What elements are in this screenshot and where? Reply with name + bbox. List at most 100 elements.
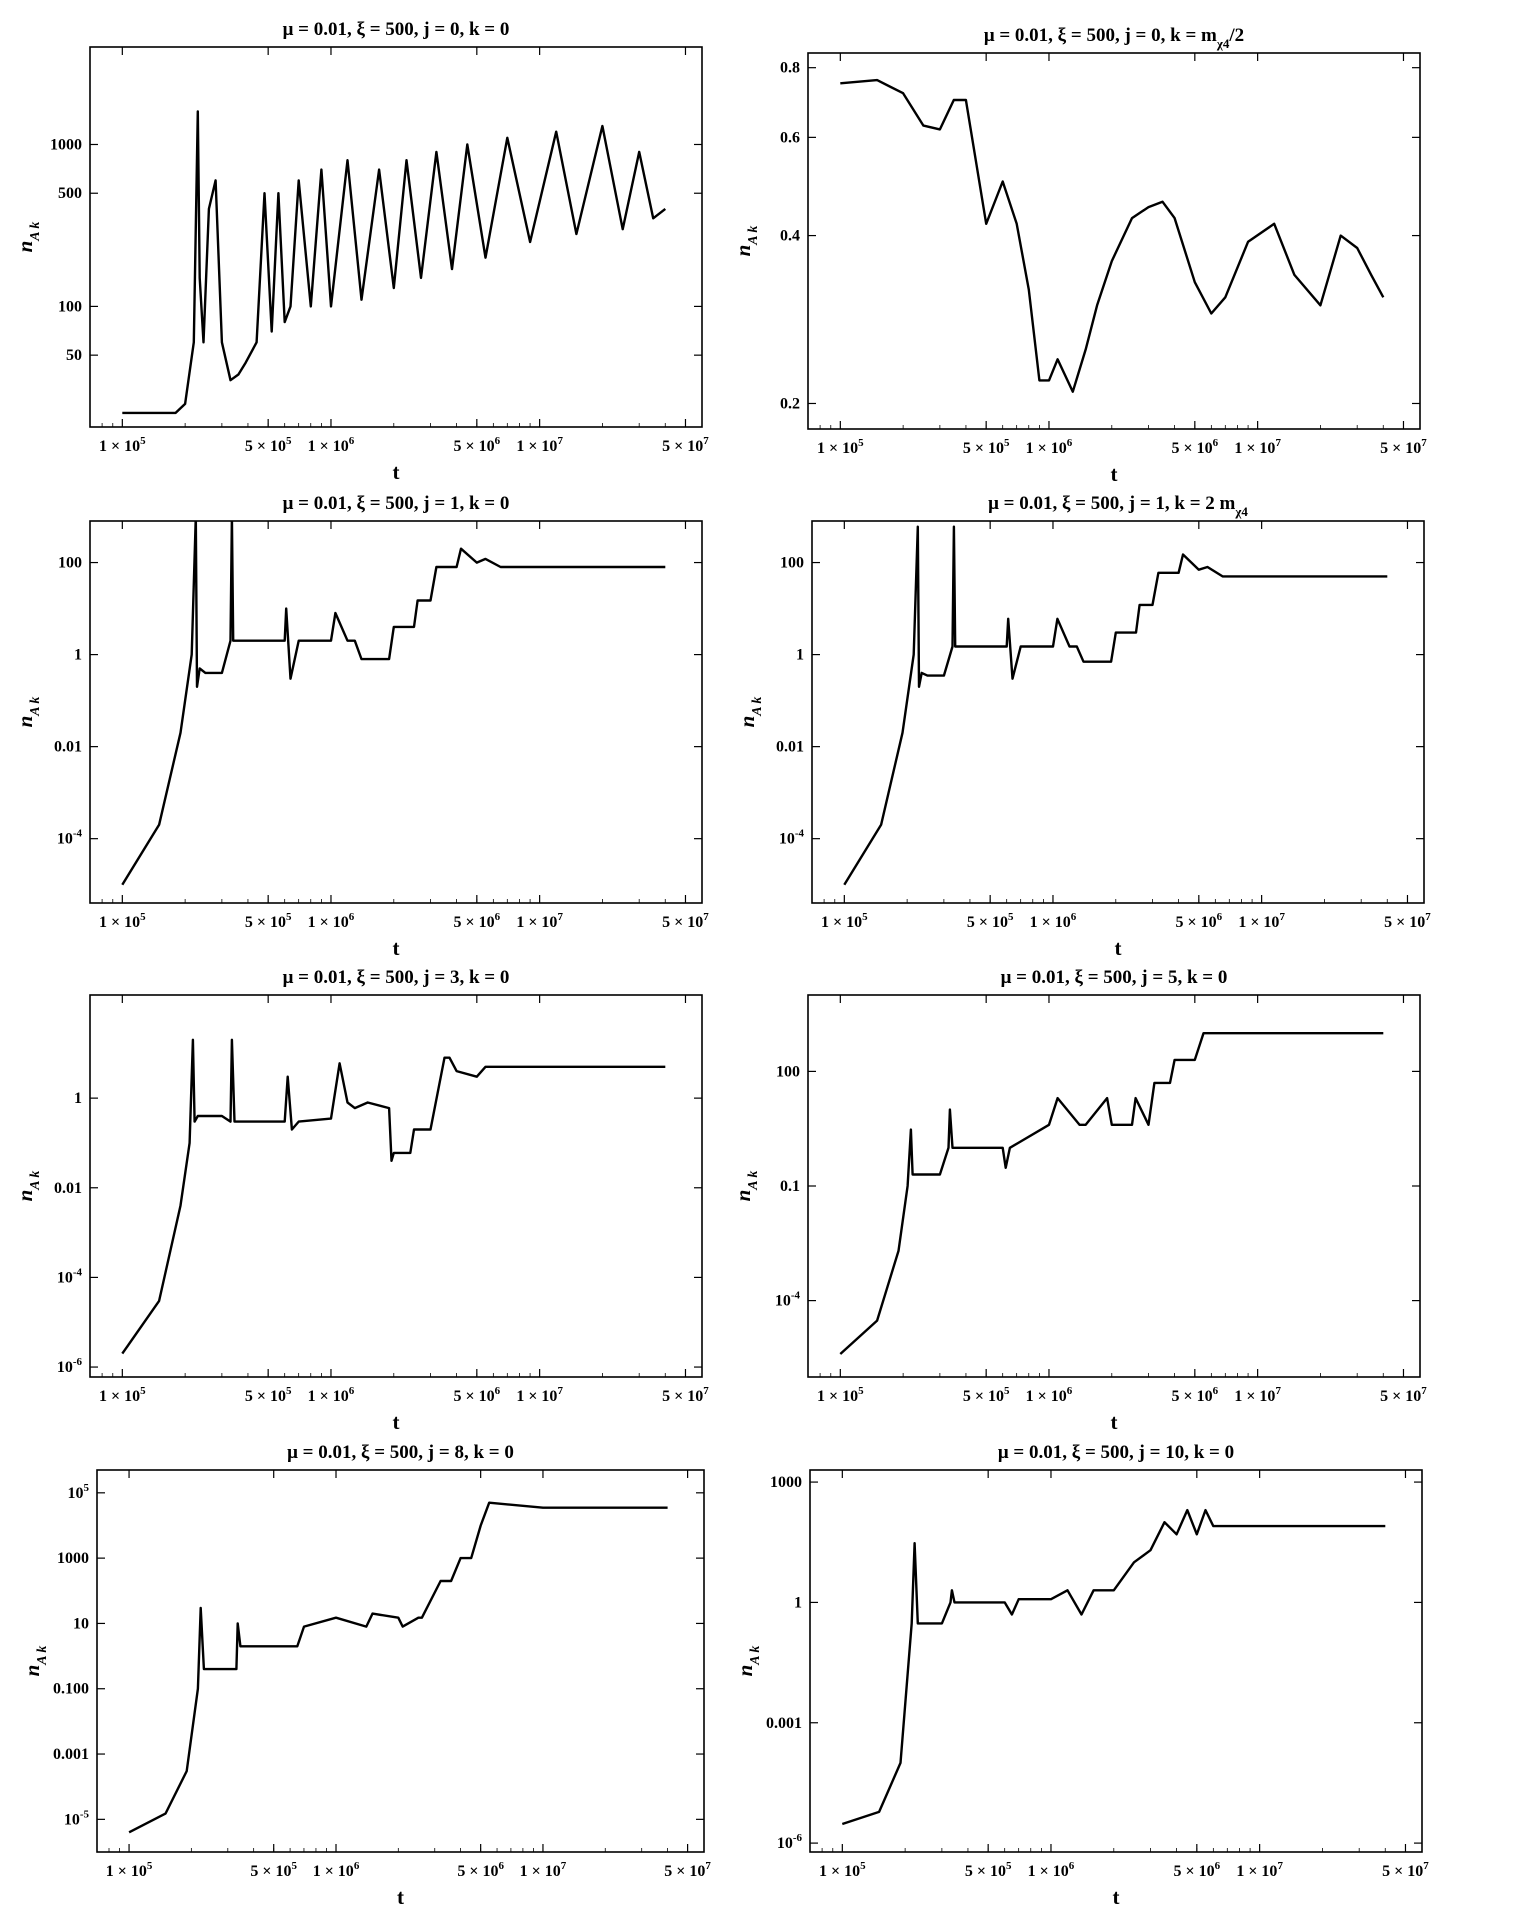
series-line-1 <box>128 1501 668 1834</box>
x-tick-label: 5 × 105​ <box>965 1860 1012 1880</box>
series-line-1 <box>843 525 1388 886</box>
y-tick-label: 100 <box>58 555 82 572</box>
y-tick-label: 1000 <box>50 136 82 153</box>
y-tick-label: 100 <box>776 1063 800 1080</box>
x-tick-label: 1 × 105​ <box>99 911 146 931</box>
x-tick-label: 1 × 107​ <box>1234 1385 1281 1405</box>
y-axis-label: nA k​ <box>20 1646 50 1677</box>
x-tick-label: 1 × 105​ <box>817 437 864 457</box>
y-tick-label: 0.001 <box>766 1715 802 1732</box>
x-tick-label: 5 × 105​ <box>250 1860 297 1880</box>
x-tick-label: 5 × 105​ <box>967 911 1014 931</box>
y-tick-label: 1 <box>74 647 82 664</box>
plot-frame <box>96 1469 705 1853</box>
chart-title: μ = 0.01, ξ = 500, j = 1, k = 0 <box>283 493 510 514</box>
y-tick-label: 0.001 <box>53 1746 89 1763</box>
x-tick-label: 1 × 106​ <box>313 1860 360 1880</box>
x-tick-label: 1 × 106​ <box>1030 911 1077 931</box>
plot-frame <box>89 520 703 904</box>
x-tick-label: 5 × 105​ <box>245 1385 292 1405</box>
x-tick-label: 5 × 106​ <box>457 1860 504 1880</box>
x-tick-label: 1 × 107​ <box>516 1385 563 1405</box>
panel-2: μ = 0.01, ξ = 500, j = 0, k = mχ4​/2 1 × … <box>731 25 1427 486</box>
panel-6: μ = 0.01, ξ = 500, j = 5, k = 0 1 × 105​ 5… <box>731 967 1427 1434</box>
y-tick-label: 0.6 <box>780 129 800 146</box>
y-tick-label: 500 <box>58 185 82 202</box>
x-tick-label: 1 × 106​ <box>1026 437 1073 457</box>
x-axis-label: t <box>393 1410 400 1434</box>
x-axis-label: t <box>1111 462 1118 486</box>
y-tick-label: 10-4​ <box>57 1266 83 1286</box>
x-axis-label: t <box>397 1885 404 1909</box>
x-tick-label: 1 × 106​ <box>308 911 355 931</box>
y-axis-label: nA k​ <box>735 697 765 728</box>
x-tick-label: 1 × 107​ <box>520 1860 567 1880</box>
y-tick-label: 100 <box>58 298 82 315</box>
x-tick-label: 1 × 107​ <box>1236 1860 1283 1880</box>
panel-1: μ = 0.01, ξ = 500, j = 0, k = 0 1 × 105​ 5… <box>13 19 709 484</box>
panel-7: μ = 0.01, ξ = 500, j = 8, k = 0 1 × 105​ 5… <box>20 1442 711 1909</box>
series-line-1 <box>121 521 666 886</box>
x-tick-label: 5 × 105​ <box>245 911 292 931</box>
y-tick-label: 0.01 <box>776 739 804 756</box>
x-tick-label: 5 × 106​ <box>1172 437 1219 457</box>
series-line-1 <box>121 1038 666 1355</box>
plot-frame <box>811 520 1425 904</box>
y-tick-label: 10-5​ <box>64 1808 90 1828</box>
y-tick-label: 10-6​ <box>57 1356 83 1376</box>
y-tick-label: 1 <box>74 1090 82 1107</box>
chart-title: μ = 0.01, ξ = 500, j = 8, k = 0 <box>287 1442 514 1463</box>
x-axis-label: t <box>1115 936 1122 960</box>
x-tick-label: 5 × 106​ <box>1172 1385 1219 1405</box>
chart-title: μ = 0.01, ξ = 500, j = 0, k = mχ4​/2 <box>984 25 1244 51</box>
series-line-1 <box>840 78 1385 393</box>
x-tick-label: 5 × 106​ <box>454 435 501 455</box>
y-tick-label: 100 <box>780 555 804 572</box>
x-tick-label: 5 × 106​ <box>454 911 501 931</box>
plot-frame <box>809 1469 1423 1853</box>
y-tick-label: 0.01 <box>54 1180 82 1197</box>
x-tick-label: 5 × 107​ <box>1380 437 1427 457</box>
y-axis-label: nA k​ <box>13 1171 43 1202</box>
x-tick-label: 1 × 105​ <box>99 435 146 455</box>
x-tick-label: 5 × 106​ <box>1176 911 1223 931</box>
x-tick-label: 5 × 107​ <box>662 911 709 931</box>
x-tick-label: 1 × 107​ <box>1234 437 1281 457</box>
plot-frame <box>89 994 703 1378</box>
x-tick-label: 1 × 105​ <box>821 911 868 931</box>
y-tick-label: 0.1 <box>780 1178 800 1195</box>
y-tick-label: 0.8 <box>780 60 800 77</box>
x-axis-label: t <box>393 460 400 484</box>
chart-title: μ = 0.01, ξ = 500, j = 3, k = 0 <box>283 967 510 988</box>
x-axis-label: t <box>1113 1885 1120 1909</box>
x-tick-label: 5 × 107​ <box>1380 1385 1427 1405</box>
x-tick-label: 5 × 105​ <box>245 435 292 455</box>
x-tick-label: 1 × 105​ <box>819 1860 866 1880</box>
x-tick-label: 1 × 106​ <box>1026 1385 1073 1405</box>
x-tick-label: 5 × 107​ <box>664 1860 711 1880</box>
y-axis-label: nA k​ <box>13 222 43 253</box>
x-tick-label: 1 × 106​ <box>308 1385 355 1405</box>
x-tick-label: 1 × 106​ <box>1028 1860 1075 1880</box>
panel-3: μ = 0.01, ξ = 500, j = 1, k = 0 1 × 105​ 5… <box>13 493 709 960</box>
y-tick-label: 0.100 <box>53 1681 89 1698</box>
series-line-1 <box>839 1031 1384 1355</box>
y-tick-label: 1 <box>794 1594 802 1611</box>
panel-5: μ = 0.01, ξ = 500, j = 3, k = 0 1 × 105​ 5… <box>13 967 709 1434</box>
y-tick-label: 0.01 <box>54 739 82 756</box>
x-tick-label: 5 × 107​ <box>1382 1860 1429 1880</box>
series-line-1 <box>122 110 667 415</box>
plot-frame <box>89 46 703 428</box>
y-tick-label: 10-4​ <box>775 1290 801 1310</box>
chart-title: μ = 0.01, ξ = 500, j = 10, k = 0 <box>998 1442 1234 1463</box>
y-tick-label: 10 <box>73 1615 89 1632</box>
series-line-1 <box>841 1508 1386 1826</box>
y-tick-label: 50 <box>66 347 82 364</box>
y-tick-label: 105​ <box>68 1482 90 1502</box>
x-tick-label: 5 × 107​ <box>1384 911 1431 931</box>
y-tick-label: 1000 <box>57 1550 89 1567</box>
plot-frame <box>807 52 1421 430</box>
x-axis-label: t <box>1111 1410 1118 1434</box>
y-tick-label: 10-4​ <box>779 828 805 848</box>
